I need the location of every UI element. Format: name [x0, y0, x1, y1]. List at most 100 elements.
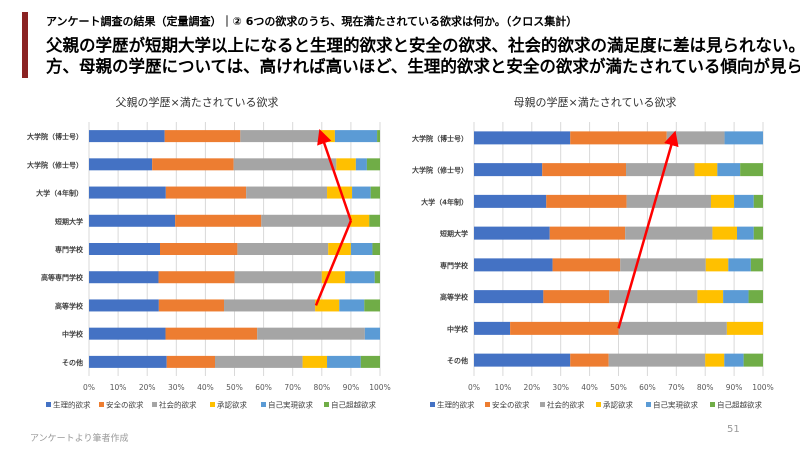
bar-segment	[748, 290, 763, 304]
x-tick-label: 50%	[226, 383, 243, 392]
x-tick-label: 80%	[697, 383, 714, 392]
x-tick-label: 50%	[610, 383, 627, 392]
bar-segment	[728, 258, 751, 272]
legend-label: 社会的欲求	[159, 400, 197, 410]
category-label: 専門学校	[440, 261, 469, 270]
category-label: 大学（4年制）	[421, 197, 468, 206]
bar-segment	[89, 243, 161, 255]
bar-segment	[364, 299, 380, 312]
bar-segment	[89, 186, 166, 199]
bar-segment	[261, 214, 350, 227]
bar-segment	[474, 321, 511, 335]
x-tick-label: 70%	[284, 383, 301, 392]
bar-segment	[369, 214, 380, 227]
bar-segment	[89, 327, 166, 340]
legend-swatch	[152, 402, 157, 407]
trend-arrow	[314, 220, 353, 306]
bar-segment	[750, 258, 763, 272]
category-label: 大学院（博士号）	[412, 134, 468, 143]
x-tick-label: 30%	[552, 383, 569, 392]
bar-segment	[89, 355, 167, 368]
chart-title-mother: 母親の学歴×満たされている欲求	[513, 96, 677, 109]
x-tick-label: 100%	[752, 383, 773, 392]
bar-segment	[246, 186, 328, 199]
legend-label: 承認欲求	[603, 400, 633, 410]
legend-label: 生理的欲求	[53, 400, 91, 410]
mother-chart: 0% 10% 20% 30% 40% 50% 60% 70% 80% 90% 100% 大学院（博士号…	[412, 122, 774, 410]
bar-segment	[355, 158, 367, 171]
bar-segment	[164, 130, 241, 143]
bar-segment	[549, 226, 626, 240]
bar-segment	[339, 299, 365, 312]
bar-segment	[474, 290, 544, 304]
bar-segment	[158, 299, 225, 312]
legend-label: 安全の欲求	[106, 400, 144, 410]
bar-segment	[474, 226, 550, 240]
category-label: その他	[447, 356, 468, 365]
legend-label: 生理的欲求	[437, 400, 475, 410]
bar-segment	[240, 130, 321, 143]
legend-swatch	[324, 402, 329, 407]
x-tick-label: 80%	[313, 383, 330, 392]
bar-segment	[705, 353, 725, 367]
bar-segment	[224, 299, 316, 312]
legend-label: 安全の欲求	[492, 400, 530, 410]
bar-segment	[349, 214, 370, 227]
source-note: アンケートより筆者作成	[30, 434, 129, 444]
bar-segment	[257, 327, 365, 340]
x-tick-label: 60%	[255, 383, 272, 392]
accent-bar	[22, 12, 28, 78]
bar-segment	[743, 353, 763, 367]
x-tick-label: 0%	[468, 383, 480, 392]
bar-segment	[234, 271, 322, 284]
bar-segment	[474, 353, 571, 367]
legend-label: 承認欲求	[217, 400, 247, 410]
category-label: その他	[62, 358, 83, 367]
bar-segment	[620, 258, 706, 272]
bar-segment	[608, 353, 706, 367]
bar-segment	[570, 353, 609, 367]
legend-label: 社会的欲求	[547, 400, 585, 410]
bar-segment	[552, 258, 621, 272]
bar-segment	[705, 258, 729, 272]
trend-arrow	[317, 129, 353, 222]
bar-segment	[377, 130, 380, 143]
bar-segment	[345, 271, 375, 284]
bar-segment	[625, 226, 713, 240]
bar-segment	[327, 186, 353, 199]
legend-swatch	[261, 402, 266, 407]
bar-segment	[160, 243, 238, 255]
bar-segment	[334, 130, 378, 143]
legend-swatch	[485, 402, 490, 407]
chart-title-father: 父親の学歴×満たされている欲求	[115, 96, 279, 109]
category-label: 中学校	[62, 330, 84, 339]
bar-segment	[360, 355, 380, 368]
bar-segment	[723, 290, 749, 304]
x-tick-label: 20%	[523, 383, 540, 392]
x-tick-label: 90%	[726, 383, 743, 392]
bar-segment	[152, 158, 234, 171]
x-tick-label: 40%	[197, 383, 214, 392]
bar-segment	[543, 290, 610, 304]
bar-segment	[724, 131, 763, 145]
bar-segment	[618, 321, 727, 335]
x-tick-label: 60%	[639, 383, 656, 392]
x-tick-label: 90%	[343, 383, 360, 392]
x-tick-label: 0%	[83, 383, 95, 392]
bar-segment	[89, 299, 159, 312]
legend-swatch	[540, 402, 545, 407]
category-label: 大学院（修士号）	[27, 160, 83, 169]
legend-swatch	[710, 402, 715, 407]
slide-headline: 父親の学歴が短期大学以上になると生理的欲求と安全の欲求、社会的欲求の満足度に差は…	[46, 35, 800, 77]
bar-segment	[165, 327, 258, 340]
bar-segment	[570, 131, 667, 145]
bar-segment	[736, 226, 754, 240]
category-label: 大学（4年制）	[36, 189, 83, 198]
category-label: 短期大学	[55, 217, 83, 226]
bar-segment	[666, 131, 725, 145]
bar-segment	[352, 186, 371, 199]
headline-line-2: 方、母親の学歴については、高ければ高いほど、生理的欲求と安全の欲求が満たされてい…	[46, 57, 800, 76]
bar-segment	[474, 163, 543, 177]
bar-segment	[315, 299, 340, 312]
